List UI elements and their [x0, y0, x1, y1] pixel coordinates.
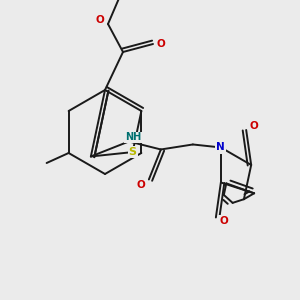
Text: O: O [96, 15, 104, 25]
Text: O: O [220, 217, 228, 226]
Text: NH: NH [125, 133, 141, 142]
Text: O: O [157, 39, 165, 49]
Text: S: S [129, 147, 136, 157]
Text: N: N [217, 142, 225, 152]
Text: O: O [250, 121, 259, 131]
Text: O: O [136, 181, 145, 190]
